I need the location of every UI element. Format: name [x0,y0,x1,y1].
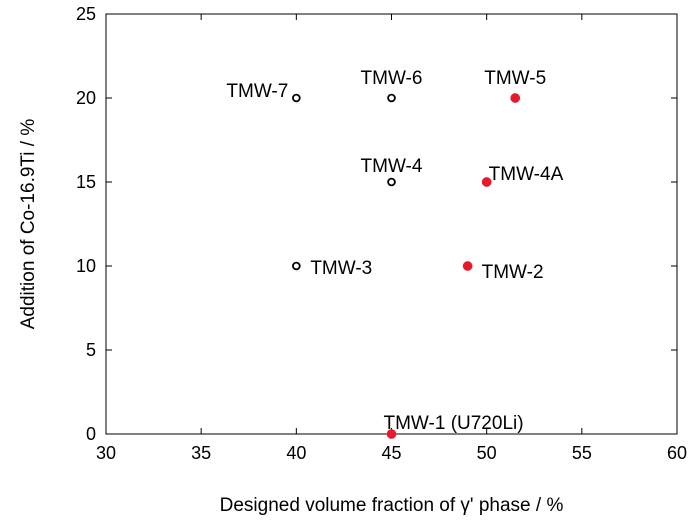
y-tick-label: 5 [86,340,96,360]
x-tick-label: 40 [286,443,306,463]
data-point-label: TMW-6 [361,68,423,89]
data-point-label: TMW-5 [484,68,546,89]
data-point-label: TMW-4A [489,164,564,185]
data-point-label: TMW-2 [482,262,544,283]
data-point-label: TMW-4 [361,156,423,177]
data-point-open [387,93,396,103]
y-tick-label: 0 [86,424,96,444]
x-tick-label: 50 [477,443,497,463]
y-tick-label: 20 [76,88,96,108]
y-tick-label: 15 [76,172,96,192]
y-axis-title: Addition of Co-16.9Ti / % [18,119,39,330]
y-tick-label: 25 [76,4,96,24]
x-tick-label: 55 [572,443,592,463]
data-point-label: TMW-3 [310,258,372,279]
plot-area: 30 35 40 45 50 55 60 0 5 10 15 20 25 TMW-7 TMW-6 TMW-4 T… [76,4,687,463]
x-tick-label: 35 [191,443,211,463]
x-tick-label: 60 [667,443,687,463]
data-point-filled [481,177,492,187]
data-point-label: TMW-7 [226,81,288,102]
x-tick-label: 30 [96,443,116,463]
y-tick-label: 10 [76,256,96,276]
x-tick-label: 45 [381,443,401,463]
data-point-open [292,93,301,103]
data-point-open [387,177,396,187]
data-point-open [292,261,301,271]
data-point-filled [510,93,521,103]
data-point-label: TMW-1 (U720Li) [384,413,524,434]
x-axis-title: Designed volume fraction of γ' phase / % [220,495,564,516]
data-point-filled [462,261,473,271]
data-point-filled [386,429,397,439]
